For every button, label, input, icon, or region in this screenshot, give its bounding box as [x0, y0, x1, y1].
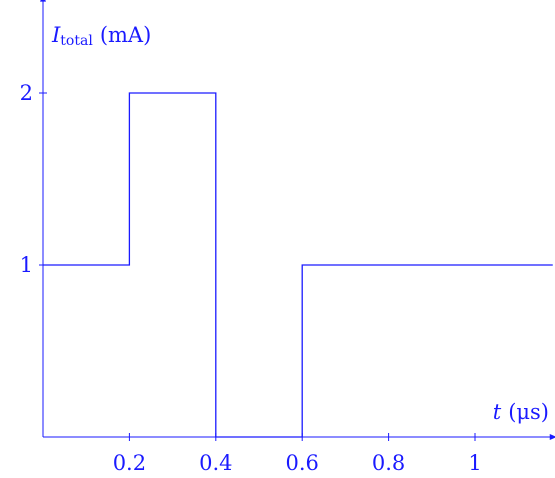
y-axis-label: Itotal (mA) — [51, 23, 151, 49]
ticks: 0.2 0.4 0.6 0.8 1 1 2 — [20, 81, 482, 475]
axes — [40, 0, 555, 440]
y-axis-subscript: total — [60, 33, 93, 49]
series-line — [43, 92, 553, 438]
series — [43, 92, 553, 438]
x-tick-label: 0.6 — [285, 451, 318, 475]
y-axis-unit: (mA) — [100, 23, 151, 47]
x-tick-label: 0.2 — [113, 451, 146, 475]
x-tick-label: 1 — [468, 451, 481, 475]
x-tick-label: 0.8 — [372, 451, 405, 475]
x-axis-unit: (μs) — [508, 400, 549, 424]
x-axis-symbol: t — [493, 400, 502, 424]
x-tick-label: 0.4 — [199, 451, 232, 475]
y-axis-arrow — [40, 0, 46, 2]
x-axis-label: t (μs) — [493, 400, 549, 424]
y-tick-label: 2 — [20, 81, 33, 105]
y-tick-label: 1 — [20, 253, 33, 277]
x-axis-arrow — [549, 434, 555, 440]
y-axis-symbol: I — [51, 23, 61, 47]
